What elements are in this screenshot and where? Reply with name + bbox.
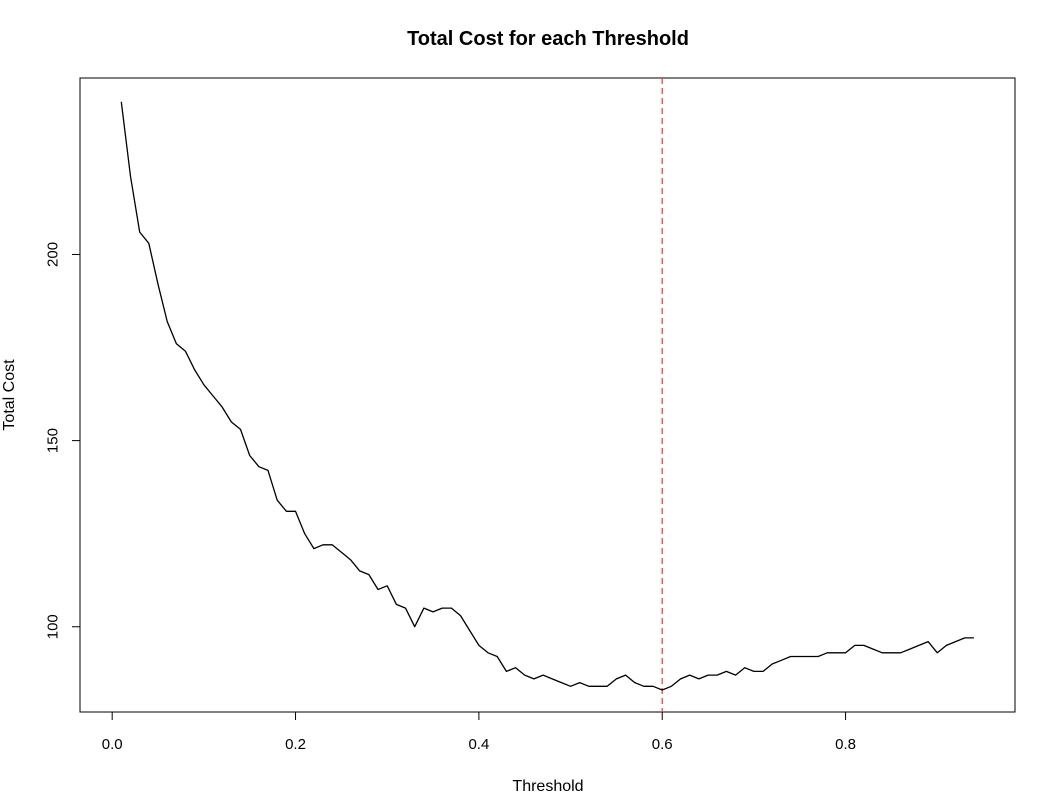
y-axis-label: Total Cost <box>1 359 18 431</box>
x-tick-label: 0.2 <box>285 736 306 753</box>
x-tick-label: 0.0 <box>102 736 123 753</box>
x-tick-label: 0.4 <box>468 736 489 753</box>
total-cost-line <box>120 101 974 691</box>
plot-frame <box>79 77 1016 713</box>
x-tick-label: 0.8 <box>835 736 856 753</box>
chart-title: Total Cost for each Threshold <box>407 28 689 50</box>
y-axis: 100 150 200 <box>44 242 81 639</box>
y-tick-label: 150 <box>44 428 61 453</box>
y-tick-label: 100 <box>44 614 61 639</box>
x-axis-label: Threshold <box>512 778 583 795</box>
y-tick-label: 200 <box>44 242 61 267</box>
x-tick-label: 0.6 <box>652 736 673 753</box>
x-axis: 0.0 0.2 0.4 0.6 0.8 <box>102 711 856 753</box>
